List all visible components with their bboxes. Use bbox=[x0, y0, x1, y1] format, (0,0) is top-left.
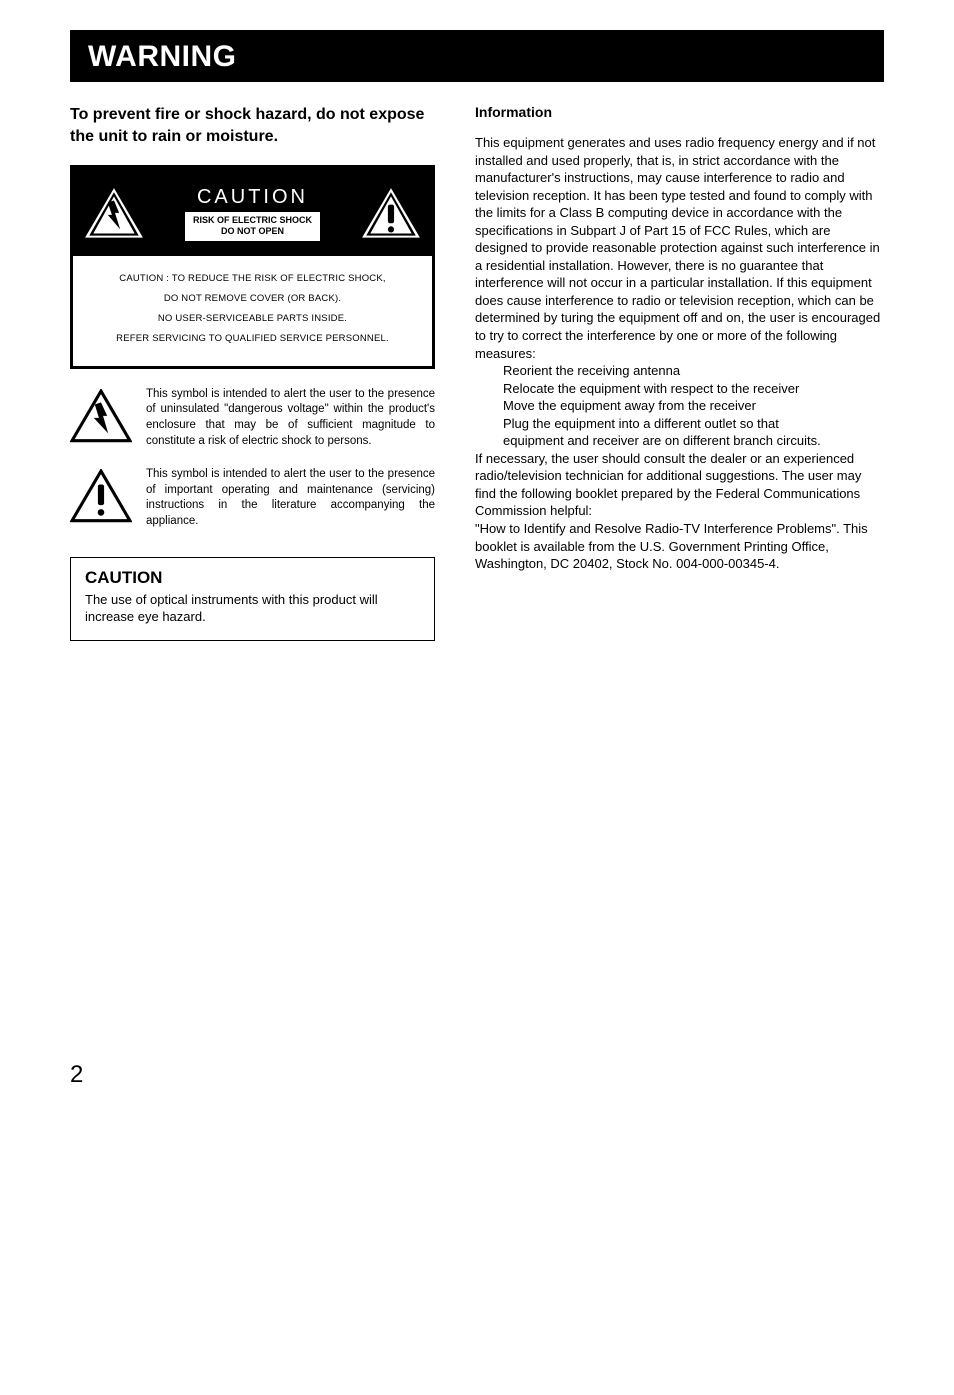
symbol-explanation-exclamation: This symbol is intended to alert the use… bbox=[70, 467, 435, 529]
info-paragraph-2: If necessary, the user should consult th… bbox=[475, 451, 861, 519]
caution-label-title: CAUTION bbox=[184, 184, 321, 211]
information-body: This equipment generates and uses radio … bbox=[475, 134, 884, 573]
info-measure-2: Relocate the equipment with respect to t… bbox=[503, 381, 799, 396]
optical-caution-heading: CAUTION bbox=[85, 568, 420, 588]
optical-caution-box: CAUTION The use of optical instruments w… bbox=[70, 557, 435, 641]
lightning-bolt-icon bbox=[83, 186, 145, 240]
warning-title: WARNING bbox=[88, 40, 866, 74]
bolt-symbol-text: This symbol is intended to alert the use… bbox=[146, 387, 435, 449]
lead-warning-text: To prevent fire or shock hazard, do not … bbox=[70, 104, 435, 147]
two-column-layout: To prevent fire or shock hazard, do not … bbox=[70, 104, 884, 641]
info-paragraph-1: This equipment generates and uses radio … bbox=[475, 135, 880, 361]
plate-line-2: DO NOT REMOVE COVER (OR BACK). bbox=[91, 290, 414, 308]
info-measure-1: Reorient the receiving antenna bbox=[503, 363, 680, 378]
warning-banner: WARNING bbox=[70, 30, 884, 82]
right-column: Information This equipment generates and… bbox=[475, 104, 884, 641]
information-heading: Information bbox=[475, 104, 884, 120]
lightning-bolt-icon bbox=[70, 389, 132, 443]
plate-line-3: NO USER-SERVICEABLE PARTS INSIDE. bbox=[91, 310, 414, 328]
page-number: 2 bbox=[70, 1061, 884, 1089]
info-measures-list: Reorient the receiving antenna Relocate … bbox=[475, 362, 884, 450]
caution-plate-bottom: CAUTION : TO REDUCE THE RISK OF ELECTRIC… bbox=[73, 256, 432, 366]
exclamation-symbol-text: This symbol is intended to alert the use… bbox=[146, 467, 435, 529]
info-measure-5: equipment and receiver are on different … bbox=[503, 433, 821, 448]
caution-plate-top: CAUTION RISK OF ELECTRIC SHOCK DO NOT OP… bbox=[73, 168, 432, 256]
plate-line-4: REFER SERVICING TO QUALIFIED SERVICE PER… bbox=[91, 330, 414, 348]
left-column: To prevent fire or shock hazard, do not … bbox=[70, 104, 435, 641]
caution-label-box: CAUTION RISK OF ELECTRIC SHOCK DO NOT OP… bbox=[184, 184, 321, 242]
plate-line-1: CAUTION : TO REDUCE THE RISK OF ELECTRIC… bbox=[91, 270, 414, 288]
exclamation-icon bbox=[360, 186, 422, 240]
symbol-explanation-bolt: This symbol is intended to alert the use… bbox=[70, 387, 435, 449]
caution-label-subtitle: RISK OF ELECTRIC SHOCK DO NOT OPEN bbox=[184, 211, 321, 242]
exclamation-icon bbox=[70, 469, 132, 523]
optical-caution-body: The use of optical instruments with this… bbox=[85, 592, 420, 626]
info-paragraph-3: "How to Identify and Resolve Radio-TV In… bbox=[475, 521, 868, 571]
info-measure-4: Plug the equipment into a different outl… bbox=[503, 416, 779, 431]
caution-plate: CAUTION RISK OF ELECTRIC SHOCK DO NOT OP… bbox=[70, 165, 435, 369]
info-measure-3: Move the equipment away from the receive… bbox=[503, 398, 756, 413]
